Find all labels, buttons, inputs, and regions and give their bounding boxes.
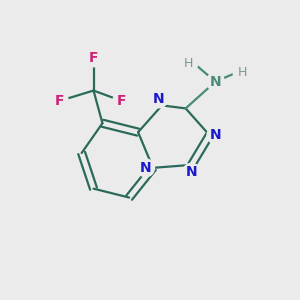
Circle shape [233, 64, 251, 82]
Text: H: H [184, 57, 193, 70]
Circle shape [50, 92, 68, 110]
Text: N: N [210, 128, 222, 142]
Text: H: H [238, 66, 247, 79]
Circle shape [180, 55, 198, 73]
Text: N: N [153, 92, 165, 106]
Circle shape [207, 126, 225, 144]
Text: F: F [117, 94, 127, 108]
Text: N: N [186, 165, 197, 179]
Text: N: N [210, 75, 221, 88]
Circle shape [150, 90, 168, 108]
Text: F: F [55, 94, 64, 108]
Circle shape [136, 159, 154, 177]
Circle shape [85, 49, 102, 67]
Circle shape [183, 164, 200, 181]
Circle shape [206, 73, 224, 91]
Text: N: N [140, 161, 152, 175]
Circle shape [113, 92, 131, 110]
Text: F: F [89, 51, 98, 65]
